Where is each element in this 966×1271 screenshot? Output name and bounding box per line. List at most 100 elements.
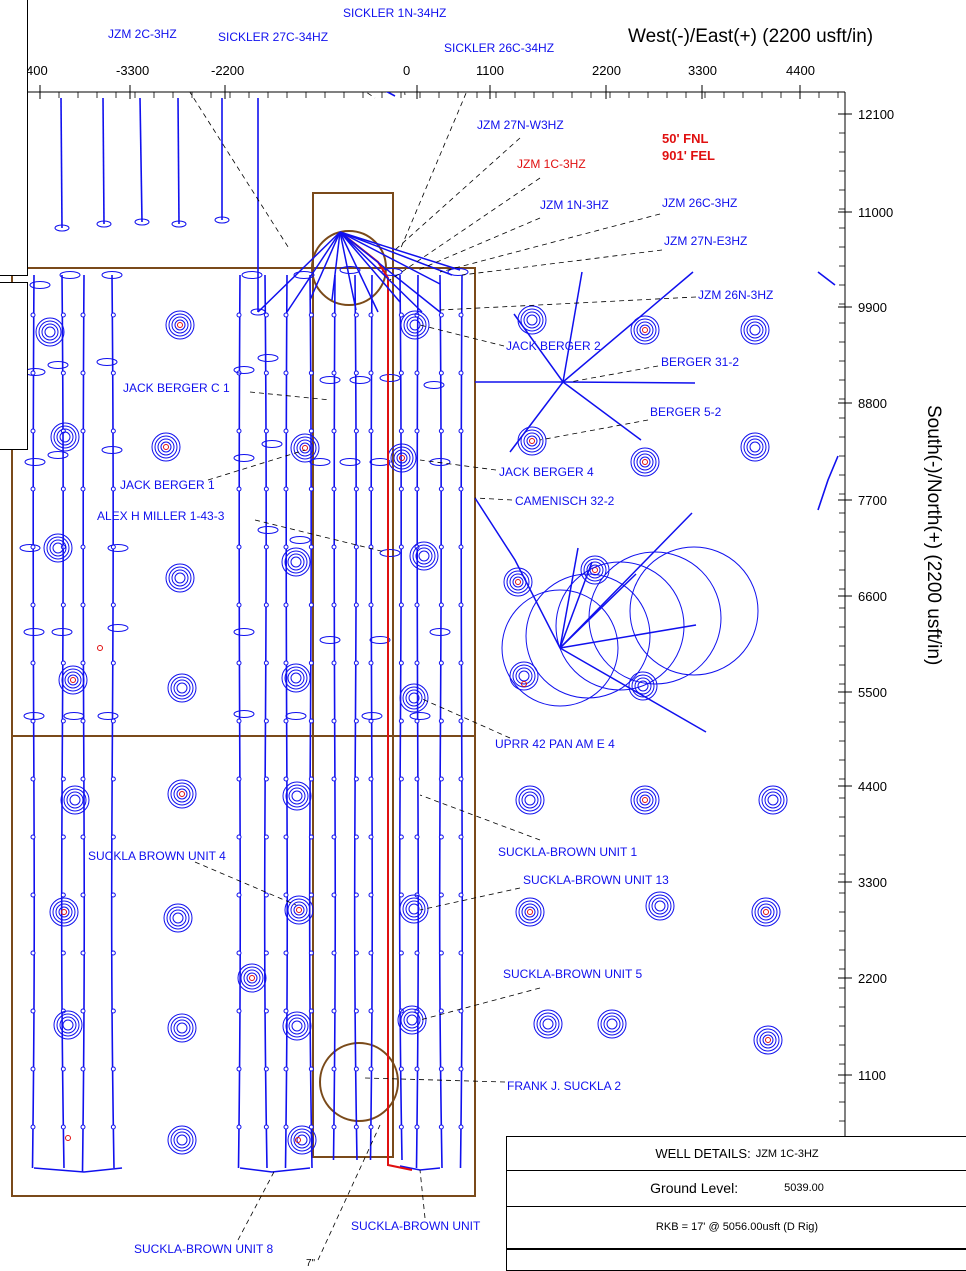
target-ring bbox=[399, 683, 429, 713]
survey-station bbox=[110, 834, 116, 840]
target-ring bbox=[636, 791, 654, 809]
x-tick-label: 3300 bbox=[688, 63, 717, 78]
survey-station bbox=[263, 718, 269, 724]
survey-station bbox=[30, 834, 36, 840]
survey-station bbox=[368, 892, 374, 898]
survey-station bbox=[368, 486, 374, 492]
leader-line bbox=[189, 92, 291, 251]
survey-station bbox=[308, 950, 314, 956]
well-label-alex-h-miller: ALEX H MILLER 1-43-3 bbox=[97, 509, 225, 523]
survey-station bbox=[438, 544, 444, 550]
survey-station bbox=[458, 834, 464, 840]
target-ring bbox=[59, 431, 71, 443]
target-ring bbox=[758, 785, 788, 815]
y-tick-label: 1100 bbox=[858, 1068, 886, 1083]
uncertainty-ellipse bbox=[59, 271, 81, 279]
target-ring bbox=[43, 533, 73, 563]
target-ring bbox=[237, 963, 267, 993]
uncertainty-ellipse bbox=[101, 446, 123, 454]
target-ring bbox=[284, 666, 308, 690]
target-ring bbox=[517, 305, 547, 335]
target-ring bbox=[49, 897, 79, 927]
target-ring bbox=[299, 442, 311, 454]
survey-station bbox=[308, 892, 314, 898]
target-ring bbox=[761, 788, 785, 812]
survey-station bbox=[60, 776, 66, 782]
survey-station bbox=[263, 602, 269, 608]
leader-line bbox=[419, 987, 541, 1021]
axis-frame bbox=[0, 91, 846, 1267]
target-ring bbox=[749, 441, 761, 453]
well-label-uprr-42: UPRR 42 PAN AM E 4 bbox=[495, 737, 615, 751]
survey-station bbox=[353, 370, 359, 376]
target-ring bbox=[291, 1020, 303, 1032]
survey-station bbox=[110, 1124, 116, 1130]
survey-station bbox=[458, 1124, 464, 1130]
target-ring bbox=[168, 313, 192, 337]
survey-station bbox=[308, 370, 314, 376]
target-ring bbox=[402, 686, 426, 710]
x-tick-label: 0 bbox=[403, 63, 410, 78]
target-ring bbox=[754, 900, 778, 924]
survey-station bbox=[263, 1066, 269, 1072]
target-center bbox=[65, 1135, 71, 1141]
survey-station bbox=[353, 602, 359, 608]
target-ring bbox=[69, 794, 81, 806]
survey-station bbox=[30, 602, 36, 608]
survey-station bbox=[308, 428, 314, 434]
section-boundary bbox=[11, 267, 476, 1197]
survey-station bbox=[398, 834, 404, 840]
x-tick-label: -3300 bbox=[116, 63, 149, 78]
well-label-jzm-27n-e3hz: JZM 27N-E3HZ bbox=[664, 234, 747, 248]
well-label-jack-berger-2: JACK BERGER 2 bbox=[506, 339, 601, 353]
survey-station bbox=[458, 950, 464, 956]
camenisch-pad-wells bbox=[474, 497, 759, 733]
well-label-jzm-1n-3hz: JZM 1N-3HZ bbox=[540, 198, 609, 212]
survey-station bbox=[308, 1008, 314, 1014]
well-label-suckla-brown-unit-8: SUCKLA-BROWN UNIT 8 bbox=[134, 1242, 273, 1256]
target-center bbox=[765, 1037, 771, 1043]
leader-line bbox=[419, 324, 505, 347]
target-ring bbox=[654, 900, 666, 912]
target-ring bbox=[520, 429, 544, 453]
target-ring bbox=[512, 576, 524, 588]
survey-station bbox=[80, 834, 86, 840]
target-center bbox=[527, 909, 533, 915]
survey-station bbox=[80, 312, 86, 318]
survey-station bbox=[110, 1066, 116, 1072]
survey-station bbox=[398, 370, 404, 376]
uncertainty-ellipse bbox=[47, 451, 69, 459]
pad-well-segment bbox=[339, 231, 357, 311]
survey-station bbox=[60, 370, 66, 376]
survey-station bbox=[263, 544, 269, 550]
uncertainty-ellipse bbox=[101, 271, 123, 279]
target-ring bbox=[533, 1009, 563, 1039]
survey-station bbox=[60, 834, 66, 840]
well-label-jzm-26c-3hz: JZM 26C-3HZ bbox=[662, 196, 737, 210]
survey-station bbox=[458, 312, 464, 318]
uncertainty-ellipse bbox=[97, 712, 119, 720]
survey-station bbox=[368, 370, 374, 376]
survey-station bbox=[60, 660, 66, 666]
target-center bbox=[642, 459, 648, 465]
subject-well-path bbox=[339, 231, 413, 1171]
survey-station bbox=[353, 718, 359, 724]
uncertainty-ellipse bbox=[233, 454, 255, 462]
survey-station bbox=[30, 370, 36, 376]
target-ring bbox=[760, 906, 772, 918]
surface-location-fnl: 50' FNL bbox=[662, 131, 708, 146]
well-label-jack-berger-1: JACK BERGER 1 bbox=[120, 478, 215, 492]
target-ring bbox=[170, 676, 194, 700]
survey-station bbox=[263, 312, 269, 318]
offset-lateral bbox=[438, 274, 443, 1169]
survey-station bbox=[438, 486, 444, 492]
well-label-sickler-27c-34hz: SICKLER 27C-34HZ bbox=[218, 30, 328, 44]
survey-station bbox=[368, 1008, 374, 1014]
legend-panel-bottom bbox=[0, 282, 28, 450]
target-ring bbox=[60, 785, 90, 815]
target-ring bbox=[170, 1016, 194, 1040]
target-ring bbox=[743, 318, 767, 342]
target-ring bbox=[176, 682, 188, 694]
target-ring bbox=[405, 900, 423, 918]
